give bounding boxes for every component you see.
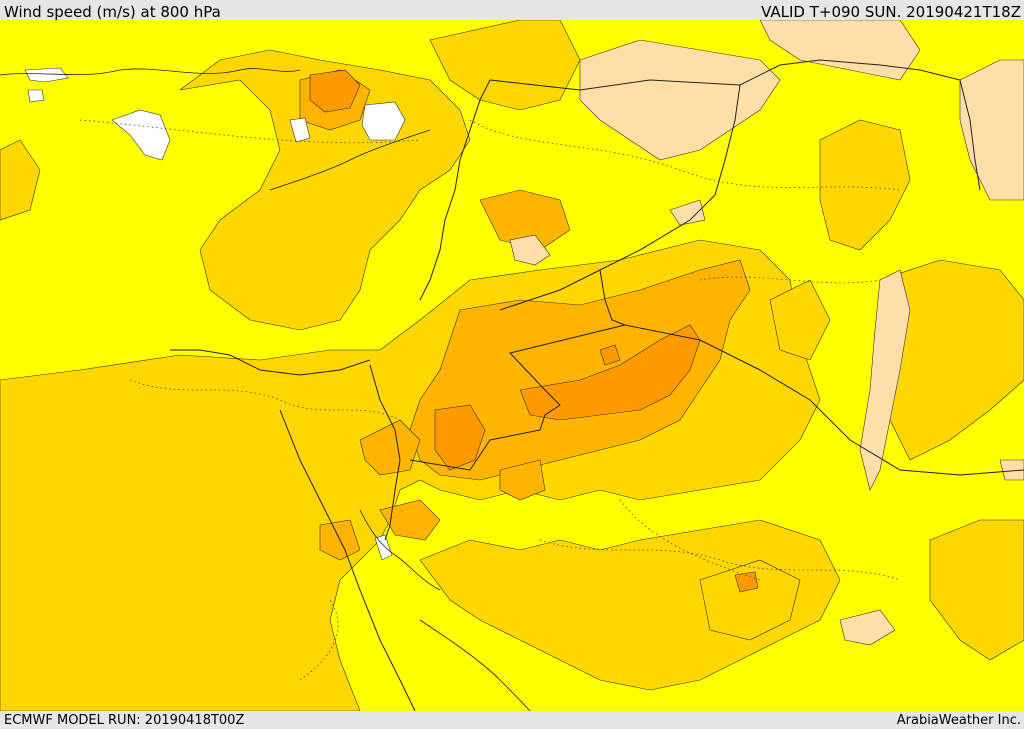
valid-time: VALID T+090 SUN. 20190421T18Z xyxy=(761,3,1021,21)
map-footer: ECMWF MODEL RUN: 20190418T00Z ArabiaWeat… xyxy=(0,711,1024,729)
band-15-20 xyxy=(299,69,751,561)
map-canvas xyxy=(0,20,1024,711)
map-header: Wind speed (m/s) at 800 hPa VALID T+090 … xyxy=(0,0,1024,21)
dotted-boundaries xyxy=(79,119,901,681)
model-run: ECMWF MODEL RUN: 20190418T00Z xyxy=(4,713,245,728)
wind-speed-map xyxy=(0,20,1024,711)
band-20-25 xyxy=(309,69,759,593)
country-borders xyxy=(170,59,1024,711)
coastlines xyxy=(0,68,531,711)
credit: ArabiaWeather Inc. xyxy=(896,713,1021,728)
band-0-5 xyxy=(24,67,406,561)
map-title: Wind speed (m/s) at 800 hPa xyxy=(4,3,221,21)
